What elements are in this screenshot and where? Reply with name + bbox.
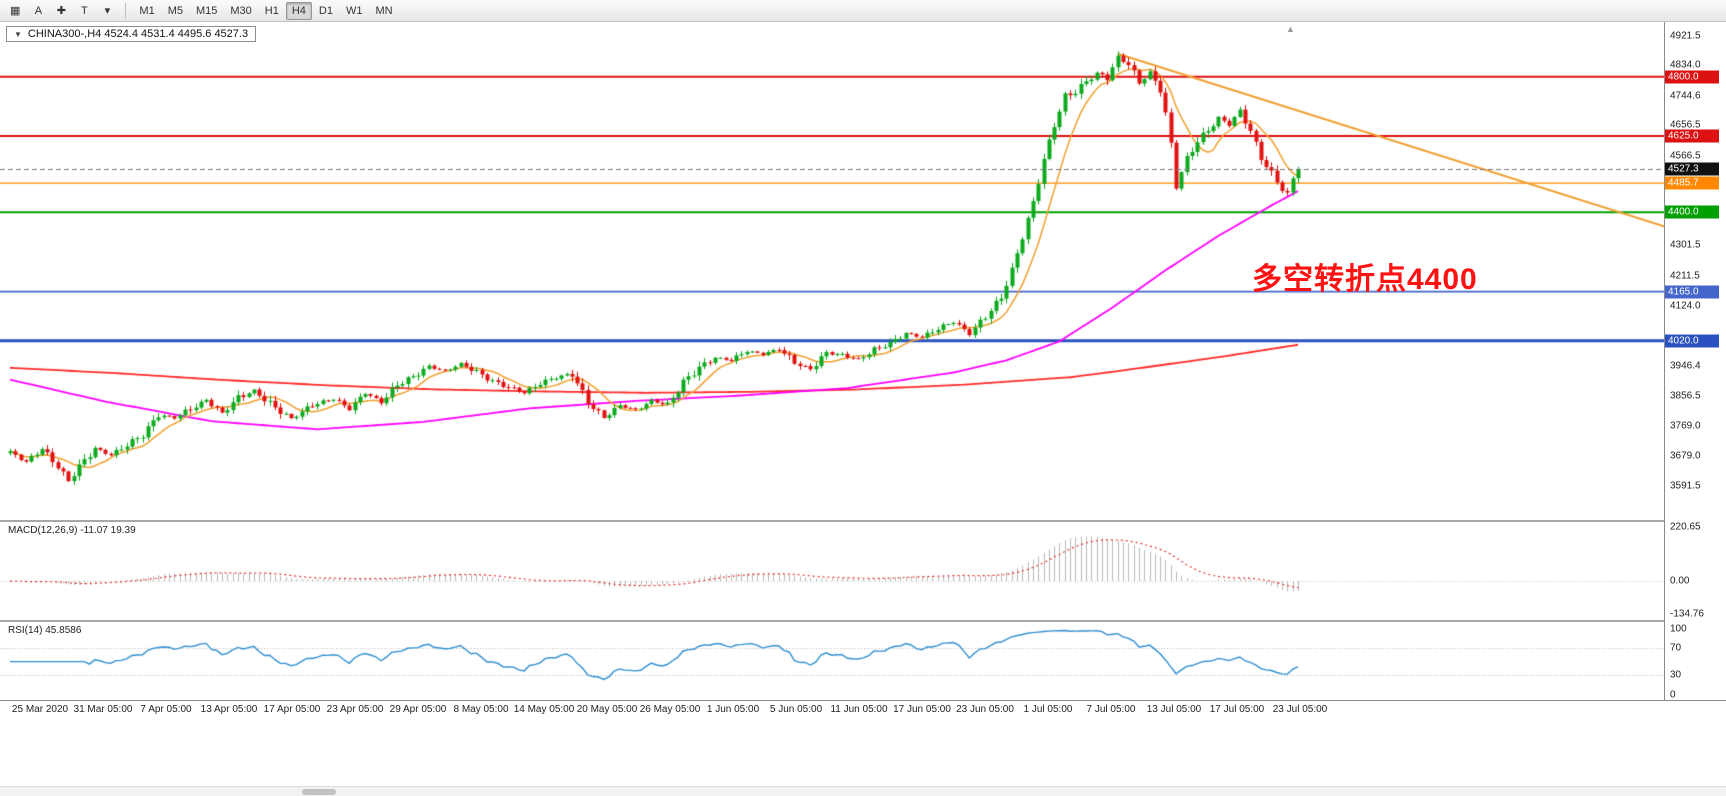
timeframe-mn-button[interactable]: MN	[369, 2, 398, 20]
price-tick-label: 4211.5	[1670, 270, 1700, 282]
time-axis-label: 1 Jun 05:00	[706, 704, 760, 715]
pane-separator[interactable]	[0, 520, 1726, 522]
macd-indicator-label: MACD(12,26,9) -11.07 19.39	[8, 525, 136, 536]
time-axis-label: 23 Jun 05:00	[956, 704, 1014, 715]
symbol-info-box[interactable]: ▼ CHINA300-,H4 4524.4 4531.4 4495.6 4527…	[6, 26, 257, 42]
price-tick-label: 4744.6	[1670, 90, 1701, 102]
price-chart-canvas[interactable]	[0, 22, 1664, 520]
price-tick-label: 3679.0	[1670, 450, 1701, 462]
text-tool-button[interactable]: T	[73, 2, 95, 20]
toolbar: ▦ A ✚ T ▾ M1 M5 M15 M30 H1 H4 D1 W1 MN	[0, 0, 1726, 22]
timeframe-m30-button[interactable]: M30	[224, 2, 257, 20]
rsi-indicator-label: RSI(14) 45.8586	[8, 625, 82, 636]
price-tick-label: 3856.5	[1670, 390, 1701, 402]
time-axis-label: 14 May 05:00	[513, 704, 575, 715]
time-axis-label: 17 Jul 05:00	[1209, 704, 1265, 715]
toolbar-separator	[125, 2, 127, 19]
timeframe-d1-button[interactable]: D1	[313, 2, 339, 20]
crosshair-icon[interactable]: ✚	[50, 2, 72, 20]
time-axis-label: 13 Apr 05:00	[200, 704, 258, 715]
time-axis-label: 25 Mar 2020	[11, 704, 69, 715]
chart-annotation-text: 多空转折点4400	[1252, 263, 1478, 296]
timeframe-buttons: M1 M5 M15 M30 H1 H4 D1 W1 MN	[133, 1, 398, 20]
time-axis-label: 17 Jun 05:00	[893, 704, 951, 715]
rsi-tick-label: 70	[1670, 642, 1682, 654]
symbol-ohlc-label: CHINA300-,H4 4524.4 4531.4 4495.6 4527.3	[27, 28, 249, 40]
time-axis-label: 20 May 05:00	[576, 704, 638, 715]
time-axis-label: 7 Apr 05:00	[140, 704, 192, 715]
macd-tick-label: 0.00	[1670, 575, 1690, 587]
rsi-tick-label: 30	[1670, 669, 1682, 681]
timeframe-m15-button[interactable]: M15	[190, 2, 223, 20]
price-level-badge: 4485.7	[1665, 176, 1719, 190]
toolbar-tools: ▦ A ✚ T ▾	[4, 2, 118, 20]
price-tick-label: 4834.0	[1670, 59, 1701, 71]
price-level-badge: 4400.0	[1665, 205, 1719, 219]
horizontal-scrollbar[interactable]	[0, 786, 1726, 796]
price-tick-label: 4124.0	[1670, 300, 1701, 311]
time-axis[interactable]: 25 Mar 2020 31 Mar 05:00 7 Apr 05:00 13 Apr…	[0, 700, 1726, 718]
timeframe-m5-button[interactable]: M5	[162, 2, 189, 20]
timeframe-w1-button[interactable]: W1	[340, 2, 369, 20]
current-price-badge: 4527.3	[1665, 162, 1719, 176]
price-level-badge: 4800.0	[1665, 70, 1719, 84]
time-axis-label: 23 Jul 05:00	[1272, 704, 1328, 715]
macd-panel-canvas[interactable]	[0, 522, 1664, 620]
one-click-trading-caret-icon[interactable]: ▼	[14, 29, 22, 39]
timeframe-m1-button[interactable]: M1	[133, 2, 160, 20]
a-tool-button[interactable]: A	[27, 2, 49, 20]
macd-tick-label: -134.76	[1670, 608, 1704, 620]
time-axis-label: 11 Jun 05:00	[830, 704, 888, 715]
time-axis-label: 29 Apr 05:00	[389, 704, 447, 715]
price-tick-label: 4656.5	[1670, 119, 1701, 131]
chart-shift-marker-icon[interactable]: ▲	[1286, 24, 1295, 34]
price-tick-label: 4301.5	[1670, 239, 1701, 251]
time-axis-label: 7 Jul 05:00	[1086, 704, 1136, 715]
price-level-badge: 4165.0	[1665, 285, 1719, 299]
price-level-badge: 4020.0	[1665, 334, 1719, 348]
chart-grid-icon[interactable]: ▦	[4, 2, 26, 20]
time-axis-label: 31 Mar 05:00	[73, 704, 133, 715]
scrollbar-thumb[interactable]	[302, 789, 336, 795]
price-tick-label: 3769.0	[1670, 420, 1701, 432]
time-axis-label: 1 Jul 05:00	[1023, 704, 1073, 715]
rsi-tick-label: 100	[1670, 623, 1687, 635]
timeframe-h1-button[interactable]: H1	[259, 2, 285, 20]
time-axis-label: 13 Jul 05:00	[1146, 704, 1202, 715]
time-axis-label: 17 Apr 05:00	[263, 704, 321, 715]
pane-separator[interactable]	[0, 620, 1726, 622]
price-tick-label: 4566.5	[1670, 150, 1701, 162]
macd-tick-label: 220.65	[1670, 521, 1701, 533]
time-axis-label: 5 Jun 05:00	[769, 704, 823, 715]
price-level-badge: 4625.0	[1665, 129, 1719, 143]
price-tick-label: 3946.4	[1670, 360, 1701, 372]
timeframe-h4-button[interactable]: H4	[285, 1, 312, 20]
rsi-panel-canvas[interactable]	[0, 622, 1664, 700]
price-tick-label: 4921.5	[1670, 30, 1701, 42]
price-axis[interactable]: 4921.5 4834.0 4744.6 4656.5 4566.5 4301.5 4211…	[1664, 22, 1726, 700]
rsi-tick-label: 0	[1670, 689, 1676, 701]
price-tick-label: 3591.5	[1670, 480, 1701, 492]
time-axis-label: 23 Apr 05:00	[326, 704, 384, 715]
time-axis-label: 26 May 05:00	[639, 704, 701, 715]
chart-window: ▼ CHINA300-,H4 4524.4 4531.4 4495.6 4527…	[0, 22, 1726, 796]
tools-dropdown-caret-icon[interactable]: ▾	[96, 2, 118, 20]
time-axis-label: 8 May 05:00	[453, 704, 509, 715]
